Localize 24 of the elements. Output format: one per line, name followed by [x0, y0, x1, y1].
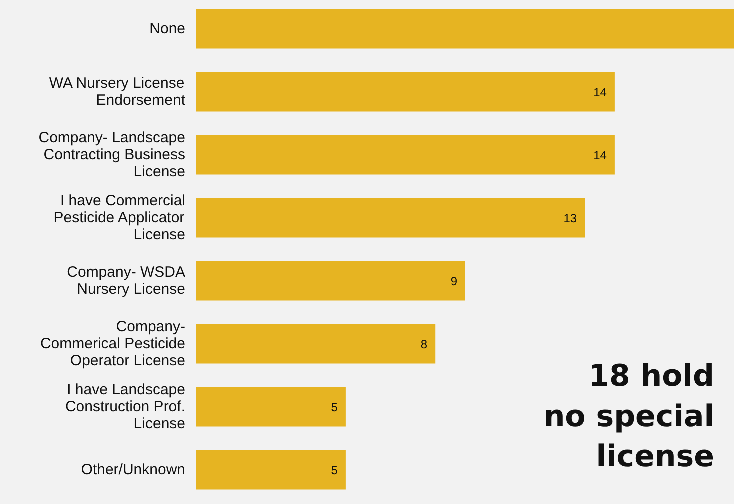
bar — [196, 261, 466, 301]
bar — [196, 387, 346, 427]
data-label: 9 — [450, 274, 458, 288]
data-label: 14 — [594, 148, 608, 162]
bar — [196, 450, 346, 490]
data-label: 13 — [564, 211, 578, 226]
bar — [196, 135, 615, 175]
y-tick-label: I have Commercial Pesticide Applicator License — [54, 192, 186, 244]
data-label: 5 — [331, 400, 338, 414]
bar — [196, 324, 436, 364]
y-tick-label: Other/Unknown — [81, 461, 186, 478]
bar — [196, 198, 586, 238]
bar — [196, 9, 734, 49]
y-tick-label: Company- Commerical Pesticide Operator License — [40, 318, 186, 370]
y-tick-label: Company- WSDA Nursery License — [67, 264, 186, 298]
y-tick-label: WA Nursery License Endorsement — [49, 74, 186, 109]
annotation: 18 hold no special license — [544, 359, 715, 474]
data-label: 5 — [331, 463, 338, 478]
data-label: 8 — [420, 337, 428, 352]
y-tick-label: I have Landscape Construction Prof. License — [65, 381, 186, 432]
y-tick-label: Company- Landscape Contracting Business License — [38, 129, 186, 180]
bar — [196, 72, 615, 112]
y-tick-label: None — [150, 20, 186, 38]
data-label: 14 — [594, 85, 608, 100]
